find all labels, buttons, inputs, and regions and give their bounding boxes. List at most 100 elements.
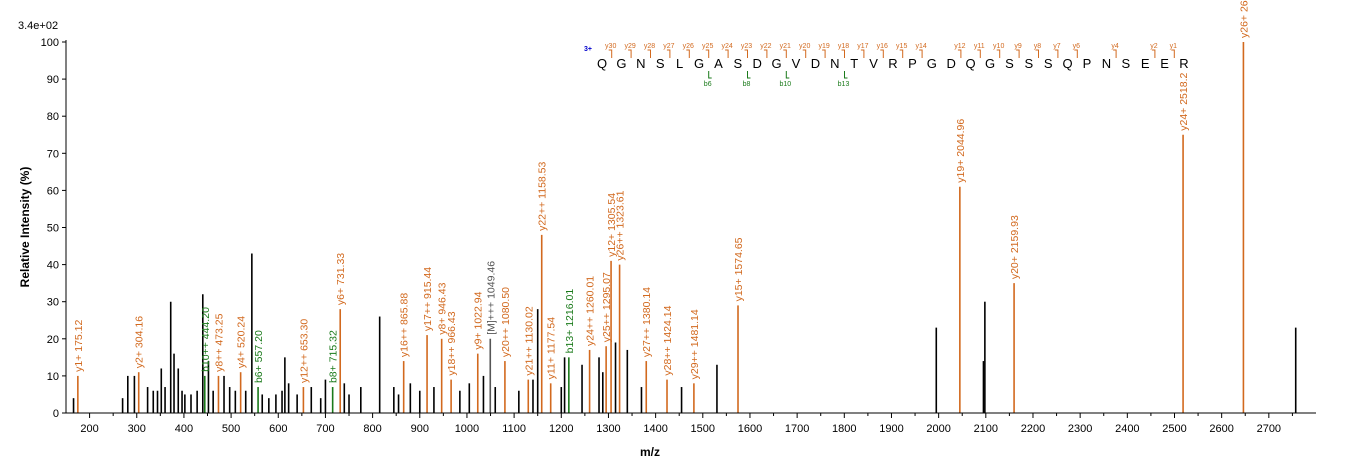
y-ion-marker-label: y30	[605, 43, 616, 50]
x-tick-label: 300	[128, 423, 146, 435]
b-ion-marker	[747, 71, 751, 79]
charge-state-label: 3+	[584, 46, 592, 53]
peak-label: y12++ 653.30	[298, 319, 310, 383]
x-tick-label: 1800	[832, 423, 856, 435]
y-ion-marker	[608, 49, 613, 58]
y-ion-marker-label: y28	[644, 43, 655, 50]
y-ion-marker-label: y10	[993, 43, 1004, 50]
y-ion-marker	[1035, 49, 1039, 58]
x-tick-label: 2400	[1115, 423, 1139, 435]
b-ion-marker-label: b6	[704, 81, 712, 88]
peak-label: y19+ 2044.96	[955, 119, 967, 183]
y-ion-marker-label: y9	[1014, 43, 1022, 50]
peak-label: [M]+++ 1049.46	[485, 261, 497, 335]
y-ion-marker-label: y25	[702, 43, 713, 50]
y-tick-label: 70	[47, 148, 59, 160]
y-ion-marker-label: y22	[760, 43, 771, 50]
sequence-residue: G	[772, 56, 782, 71]
y-ion-marker	[1016, 49, 1020, 58]
peak-label: b13+ 1216.01	[564, 289, 576, 354]
peak-label: y2+ 304.16	[134, 316, 146, 368]
sequence-residue: A	[714, 56, 723, 71]
y-tick-label: 30	[47, 297, 59, 309]
x-tick-label: 1000	[455, 423, 479, 435]
y-ion-marker-label: y20	[799, 43, 810, 50]
peak-label: y24++ 1260.01	[585, 276, 597, 346]
sequence-residue: S	[1005, 56, 1014, 71]
sequence-residue: S	[733, 56, 742, 71]
y-ion-marker	[841, 49, 845, 58]
y-ion-marker-label: y8	[1034, 43, 1042, 50]
intensity-scale-label: 3.4e+02	[18, 20, 58, 32]
x-tick-label: 400	[175, 423, 193, 435]
y-ion-marker	[783, 49, 787, 58]
sequence-residue: P	[1083, 56, 1092, 71]
x-tick-label: 1400	[643, 423, 667, 435]
peak-label: y24+ 2518.2	[1178, 72, 1190, 130]
x-tick-label: 1700	[785, 423, 809, 435]
peak-label: y25++ 1295.07	[601, 272, 613, 342]
y-ion-marker	[977, 49, 981, 58]
peak-label: y1+ 175.12	[73, 319, 85, 371]
y-ion-marker	[899, 49, 904, 58]
peak-label: y4+ 520.24	[236, 316, 248, 368]
sequence-residue: V	[792, 56, 801, 71]
peak-label: y15+ 1574.65	[733, 237, 745, 301]
peak-label: y26++ 1323.61	[615, 190, 627, 260]
y-ion-marker	[1074, 49, 1078, 58]
y-ion-marker-label: y23	[741, 43, 752, 50]
x-tick-label: 1200	[549, 423, 573, 435]
peak-label: y26+ 2646.13	[1238, 0, 1250, 38]
y-axis-title: Relative Intensity (%)	[18, 167, 32, 288]
plot-axes	[65, 40, 1316, 414]
x-tick-label: 900	[411, 423, 429, 435]
peak-label: y16++ 865.88	[399, 293, 411, 357]
b-ion-marker-label: b8	[743, 81, 751, 88]
sequence-residue: E	[1160, 56, 1169, 71]
y-ion-marker	[860, 49, 865, 58]
sequence-residue: N	[636, 56, 645, 71]
x-tick-label: 2700	[1257, 423, 1281, 435]
y-tick-label: 60	[47, 185, 59, 197]
y-tick-label: 100	[41, 37, 59, 49]
sequence-residue: P	[908, 56, 917, 71]
y-ion-marker	[919, 49, 923, 58]
peak-label: y9+ 1022.94	[473, 291, 485, 349]
y-ion-marker	[725, 49, 729, 58]
b-ion-marker-label: b10	[779, 81, 791, 88]
x-tick-label: 1300	[596, 423, 620, 435]
sequence-residue: N	[1102, 56, 1111, 71]
sequence-residue: S	[1121, 56, 1130, 71]
peak-label: y18++ 966.43	[446, 311, 458, 375]
x-axis-title: m/z	[640, 445, 660, 459]
sequence-residue: Q	[966, 56, 976, 71]
y-ion-marker-label: y26	[683, 43, 694, 50]
y-tick-label: 90	[47, 74, 59, 86]
y-ion-marker-label: y11	[974, 43, 985, 50]
y-ion-marker-label: y16	[877, 43, 888, 50]
sequence-residue: N	[830, 56, 839, 71]
peak-label: y6+ 731.33	[335, 253, 347, 305]
y-ion-marker	[744, 49, 748, 58]
peak-labels: y1+ 175.12 y2+ 304.16 b10++ 444.20 y8++ 473…	[73, 0, 1251, 383]
peak-label: y22++ 1158.53	[537, 161, 549, 230]
y-ion-marker	[1054, 49, 1059, 58]
sequence-residue: T	[850, 56, 858, 71]
sequence-residue: R	[1179, 56, 1188, 71]
sequence-residue: V	[869, 56, 878, 71]
y-ion-marker	[996, 49, 1001, 58]
peak-label: b10++ 444.20	[200, 307, 212, 372]
peak-label: y20++ 1080.50	[500, 287, 512, 357]
y-ion-marker-label: y15	[896, 43, 907, 50]
y-ion-marker-label: y7	[1053, 43, 1061, 50]
y-ion-marker-label: y18	[838, 43, 849, 50]
y-ion-marker-label: y17	[857, 43, 868, 50]
peak-label: y11+ 1177.54	[546, 317, 558, 380]
y-ion-marker	[763, 49, 768, 58]
sequence-residue: S	[656, 56, 665, 71]
y-ion-marker-label: y14	[915, 43, 926, 50]
x-tick-label: 600	[269, 423, 287, 435]
x-tick-label: 700	[316, 423, 334, 435]
